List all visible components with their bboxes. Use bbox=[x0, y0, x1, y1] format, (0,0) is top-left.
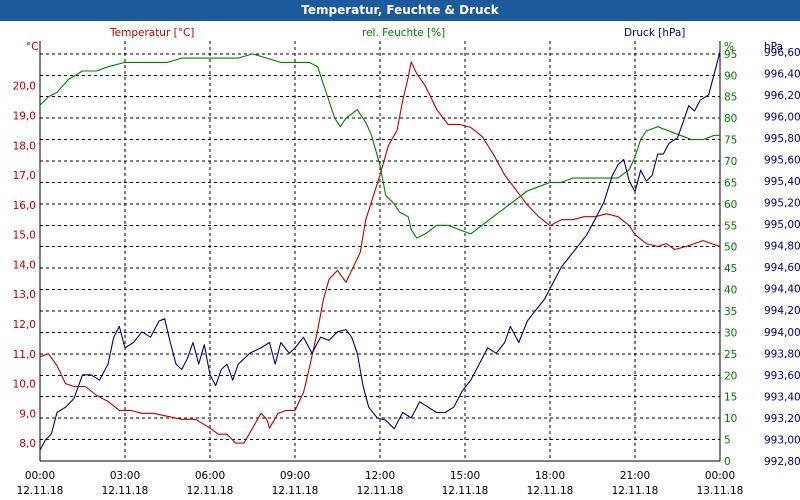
tick-label-pressure: 996,60 bbox=[764, 47, 800, 59]
tick-label-humidity: 45 bbox=[724, 263, 737, 275]
tick-label-time: 06:00 bbox=[195, 470, 225, 482]
tick-label-date: 12.11.18 bbox=[612, 485, 659, 497]
tick-label-temperature: 14,0 bbox=[13, 259, 36, 271]
legend-pressure: Druck [hPa] bbox=[624, 27, 685, 39]
tick-label-pressure: 994,40 bbox=[764, 284, 800, 296]
tick-label-humidity: 5 bbox=[724, 435, 731, 447]
tick-label-time: 21:00 bbox=[620, 470, 650, 482]
tick-label-time: 18:00 bbox=[535, 470, 565, 482]
tick-label-date: 12.11.18 bbox=[187, 485, 234, 497]
tick-label-time: 15:00 bbox=[450, 470, 480, 482]
tick-label-humidity: 95 bbox=[724, 49, 737, 61]
series-line-humidity bbox=[39, 53, 720, 239]
tick-label-humidity: 75 bbox=[724, 135, 737, 147]
tick-label-temperature: 10,0 bbox=[13, 379, 36, 391]
grid bbox=[39, 41, 721, 462]
tick-label-humidity: 70 bbox=[724, 156, 737, 168]
legend-temperature: Temperatur [°C] bbox=[109, 27, 194, 39]
tick-label-temperature: 11,0 bbox=[13, 349, 36, 361]
tick-label-date: 13.11.18 bbox=[697, 485, 744, 497]
tick-label-temperature: 13,0 bbox=[13, 289, 36, 301]
pressure-axis: 992,80 993,00 993,20 993,40 993,60 993,80 994,… bbox=[764, 47, 800, 468]
time-axis: 00:00 12.11.18 03:00 12.11.18 06:00 12.11.18 0… bbox=[17, 470, 744, 497]
series-line-pressure bbox=[39, 51, 721, 451]
tick-label-pressure: 995,00 bbox=[764, 219, 800, 231]
tick-label-pressure: 993,20 bbox=[764, 413, 800, 425]
tick-label-temperature: 20,0 bbox=[13, 81, 36, 93]
tick-label-humidity: 10 bbox=[724, 413, 737, 425]
tick-label-humidity: 80 bbox=[724, 113, 737, 125]
tick-label-humidity: 30 bbox=[724, 327, 737, 339]
tick-label-pressure: 994,60 bbox=[764, 262, 800, 274]
tick-label-pressure: 996,20 bbox=[764, 90, 800, 102]
tick-label-date: 12.11.18 bbox=[272, 485, 319, 497]
tick-label-temperature: 9,0 bbox=[19, 408, 36, 420]
tick-label-humidity: 50 bbox=[724, 242, 737, 254]
tick-label-temperature: 18,0 bbox=[13, 140, 36, 152]
tick-label-date: 12.11.18 bbox=[442, 485, 489, 497]
tick-label-pressure: 995,40 bbox=[764, 176, 800, 188]
tick-label-pressure: 994,20 bbox=[764, 305, 800, 317]
tick-label-time: 03:00 bbox=[110, 470, 140, 482]
tick-label-humidity: 15 bbox=[724, 392, 737, 404]
tick-label-time: 09:00 bbox=[280, 470, 310, 482]
tick-label-pressure: 993,00 bbox=[764, 434, 800, 446]
tick-label-time: 00:00 bbox=[25, 470, 55, 482]
tick-label-temperature: 8,0 bbox=[19, 438, 36, 450]
tick-label-humidity: 90 bbox=[724, 70, 737, 82]
tick-label-humidity: 35 bbox=[724, 306, 737, 318]
tick-label-pressure: 993,40 bbox=[764, 391, 800, 403]
series-lines bbox=[39, 51, 721, 451]
tick-label-pressure: 995,20 bbox=[764, 198, 800, 210]
window-title: Temperatur, Feuchte & Druck bbox=[0, 0, 800, 21]
tick-label-humidity: 85 bbox=[724, 92, 737, 104]
tick-label-pressure: 993,80 bbox=[764, 348, 800, 360]
tick-label-temperature: 12,0 bbox=[13, 319, 36, 331]
legend-humidity: rel. Feuchte [%] bbox=[362, 27, 445, 39]
unit-humidity: % bbox=[724, 41, 734, 53]
tick-label-pressure: 995,80 bbox=[764, 133, 800, 145]
tick-label-humidity: 40 bbox=[724, 285, 737, 297]
unit-pressure: hPa bbox=[764, 41, 783, 53]
series-line-temperature bbox=[39, 61, 721, 444]
tick-label-humidity: 20 bbox=[724, 370, 737, 382]
tick-label-pressure: 992,80 bbox=[764, 456, 800, 468]
tick-label-temperature: 15,0 bbox=[13, 230, 36, 242]
tick-label-time: 00:00 bbox=[705, 470, 735, 482]
chart-background bbox=[0, 21, 800, 500]
tick-label-time: 12:00 bbox=[365, 470, 395, 482]
tick-label-date: 12.11.18 bbox=[357, 485, 404, 497]
tick-label-humidity: 25 bbox=[724, 349, 737, 361]
tick-label-temperature: 19,0 bbox=[13, 110, 36, 122]
tick-label-date: 12.11.18 bbox=[102, 485, 149, 497]
tick-label-date: 12.11.18 bbox=[17, 485, 64, 497]
tick-label-humidity: 0 bbox=[724, 456, 731, 468]
tick-label-humidity: 60 bbox=[724, 199, 737, 211]
tick-label-pressure: 994,80 bbox=[764, 241, 800, 253]
humidity-axis: 0 5 10 15 20 25 30 35 40 45 50 55 60 65 70 75 80 85 90 95 bbox=[724, 49, 737, 468]
temperature-axis: 8,0 9,0 10,0 11,0 12,0 13,0 14,0 15,0 16,0 17,0 18… bbox=[13, 81, 36, 450]
tick-label-date: 12.11.18 bbox=[527, 485, 574, 497]
tick-label-humidity: 65 bbox=[724, 177, 737, 189]
tick-label-pressure: 993,60 bbox=[764, 370, 800, 382]
tick-label-temperature: 17,0 bbox=[13, 170, 36, 182]
tick-label-pressure: 995,60 bbox=[764, 154, 800, 166]
tick-label-pressure: 996,40 bbox=[764, 68, 800, 80]
tick-label-pressure: 994,00 bbox=[764, 327, 800, 339]
tick-label-humidity: 55 bbox=[724, 220, 737, 232]
tick-label-pressure: 996,00 bbox=[764, 111, 800, 123]
unit-temperature: °C bbox=[26, 41, 39, 53]
tick-label-temperature: 16,0 bbox=[13, 200, 36, 212]
